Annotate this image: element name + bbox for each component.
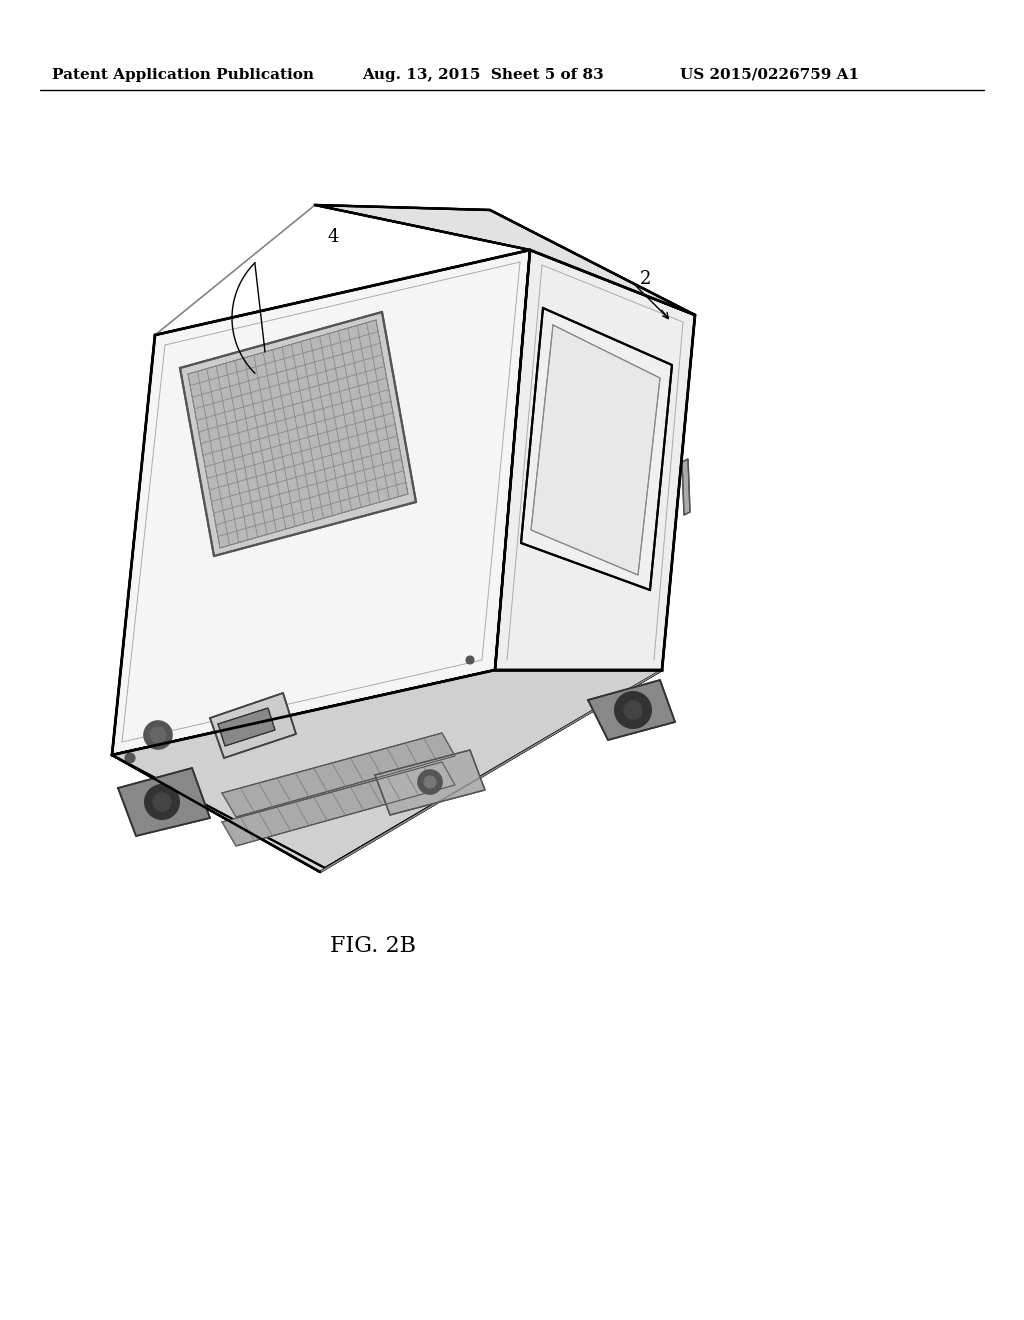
Polygon shape	[188, 319, 408, 548]
Circle shape	[624, 701, 642, 719]
Polygon shape	[521, 308, 672, 590]
Text: Patent Application Publication: Patent Application Publication	[52, 69, 314, 82]
Text: 4: 4	[327, 228, 338, 246]
Polygon shape	[495, 249, 695, 671]
Circle shape	[125, 752, 135, 763]
Circle shape	[466, 656, 474, 664]
Polygon shape	[375, 750, 485, 814]
Circle shape	[150, 727, 166, 743]
Polygon shape	[112, 671, 662, 873]
Polygon shape	[222, 733, 455, 817]
Circle shape	[424, 776, 436, 788]
Polygon shape	[218, 708, 275, 746]
Circle shape	[615, 692, 651, 729]
Text: US 2015/0226759 A1: US 2015/0226759 A1	[680, 69, 859, 82]
Circle shape	[145, 785, 179, 818]
Circle shape	[153, 793, 171, 810]
Polygon shape	[210, 693, 296, 758]
Polygon shape	[180, 312, 416, 556]
Polygon shape	[315, 205, 695, 315]
Text: Aug. 13, 2015  Sheet 5 of 83: Aug. 13, 2015 Sheet 5 of 83	[362, 69, 604, 82]
Polygon shape	[112, 249, 530, 755]
Polygon shape	[118, 768, 210, 836]
Polygon shape	[682, 459, 690, 515]
Polygon shape	[222, 762, 455, 846]
Polygon shape	[588, 680, 675, 741]
Text: 2: 2	[640, 271, 651, 288]
Polygon shape	[112, 671, 662, 869]
Text: FIG. 2B: FIG. 2B	[330, 935, 416, 957]
Circle shape	[144, 721, 172, 748]
Circle shape	[418, 770, 442, 795]
Polygon shape	[531, 325, 660, 576]
